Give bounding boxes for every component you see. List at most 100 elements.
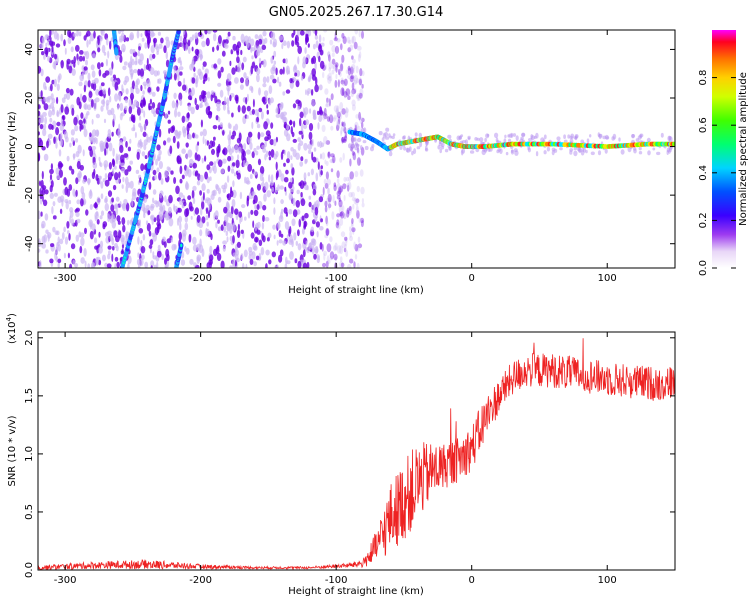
spectral-blob <box>142 234 146 241</box>
snr-multiplier: (x104) <box>5 313 18 344</box>
signal-halo <box>543 150 547 155</box>
spectrogram-xtick-label: 100 <box>598 273 617 284</box>
spectral-blob <box>248 131 253 138</box>
spectral-blob <box>63 39 66 47</box>
spectral-blob <box>179 60 183 67</box>
spectral-blob <box>107 230 112 235</box>
spectral-blob <box>202 65 205 70</box>
signal-halo <box>378 131 383 136</box>
signal-halo <box>638 151 643 155</box>
spectral-blob <box>326 74 330 80</box>
spectral-blob <box>244 35 249 44</box>
spectral-blob <box>168 217 174 227</box>
spectral-blob <box>117 49 123 56</box>
spectral-blob <box>38 104 41 109</box>
spectral-blob <box>66 221 70 229</box>
spectral-blob <box>333 115 338 120</box>
snr-ytick-label: 2.0 <box>24 330 35 346</box>
spectral-blob <box>66 155 70 162</box>
spectral-blob <box>330 158 335 164</box>
spectral-blob <box>194 97 197 106</box>
spectral-blob <box>351 88 357 95</box>
spectral-blob <box>132 187 137 197</box>
spectral-blob <box>264 136 269 142</box>
spectrogram-xtick-label: 0 <box>469 273 475 284</box>
spectral-blob <box>309 108 312 114</box>
spectral-blob <box>325 228 329 236</box>
signal-halo <box>439 148 443 154</box>
spectral-blob <box>305 240 308 246</box>
spectral-blob <box>47 133 53 139</box>
signal-halo <box>604 148 608 154</box>
spectral-blob <box>289 195 294 200</box>
spectral-blob <box>143 207 148 214</box>
spectral-blob <box>161 204 166 213</box>
spectral-blob <box>323 136 328 145</box>
spectral-blob <box>360 186 365 195</box>
spectral-blob <box>358 30 361 38</box>
spectral-blob <box>350 191 355 198</box>
spectral-blob <box>298 130 303 135</box>
spectral-blob <box>329 113 333 119</box>
spectral-blob <box>67 36 72 45</box>
spectral-blob <box>303 220 308 228</box>
colorbar-gradient <box>712 30 736 268</box>
spectral-blob <box>313 147 317 152</box>
spectral-blob <box>111 158 115 166</box>
spectral-blob <box>308 75 311 82</box>
spectral-blob <box>318 34 322 43</box>
spectral-blob <box>280 208 284 214</box>
spectral-blob <box>216 106 221 112</box>
spectral-blob <box>78 31 82 37</box>
spectral-blob <box>231 222 236 232</box>
spectral-blob <box>192 197 196 205</box>
signal-halo <box>604 134 609 140</box>
spectral-blob <box>191 34 195 41</box>
spectral-blob <box>209 245 213 254</box>
spectral-blob <box>213 136 216 141</box>
spectral-blob <box>71 59 74 65</box>
signal-halo <box>354 146 358 151</box>
snr-ytick-label: 1.0 <box>24 446 35 462</box>
spectral-blob <box>346 36 351 44</box>
spectral-blob <box>352 228 355 235</box>
spectral-blob <box>279 249 284 257</box>
spectral-blob <box>327 187 330 195</box>
signal-halo <box>569 150 573 155</box>
signal-halo <box>388 133 391 138</box>
spectral-blob <box>40 90 43 98</box>
spectral-blob <box>210 193 215 200</box>
spectral-blob <box>341 121 344 127</box>
spectral-blob <box>239 191 243 200</box>
spectral-blob <box>236 241 241 248</box>
spectral-blob <box>56 230 60 236</box>
spectral-blob <box>322 71 325 79</box>
spectral-blob <box>341 137 344 144</box>
spectral-blob <box>107 245 112 250</box>
spectral-blob <box>299 111 304 119</box>
spectral-blob <box>352 152 356 161</box>
spectral-blob <box>341 32 345 39</box>
spectral-blob <box>344 110 349 118</box>
signal-halo <box>528 138 533 141</box>
spectral-blob <box>199 229 203 237</box>
spectral-blob <box>43 54 46 60</box>
spectral-blob <box>254 34 259 40</box>
spectral-blob <box>98 90 103 97</box>
spectral-blob <box>100 105 104 112</box>
spectral-blob <box>130 73 133 80</box>
spectral-blob <box>195 75 199 84</box>
spectral-blob <box>102 88 107 95</box>
spectral-blob <box>54 62 57 71</box>
spectral-blob <box>217 116 221 123</box>
spectral-blob <box>322 262 326 268</box>
spectral-blob <box>322 36 325 42</box>
spectral-blob <box>107 109 112 116</box>
spectral-blob <box>76 218 81 224</box>
signal-halo <box>419 141 423 148</box>
spectral-blob <box>361 117 365 123</box>
spectral-blob <box>220 66 224 73</box>
spectral-blob <box>100 82 105 87</box>
spectral-blob <box>57 236 60 244</box>
spectrogram-xtick-label: -100 <box>325 273 348 284</box>
